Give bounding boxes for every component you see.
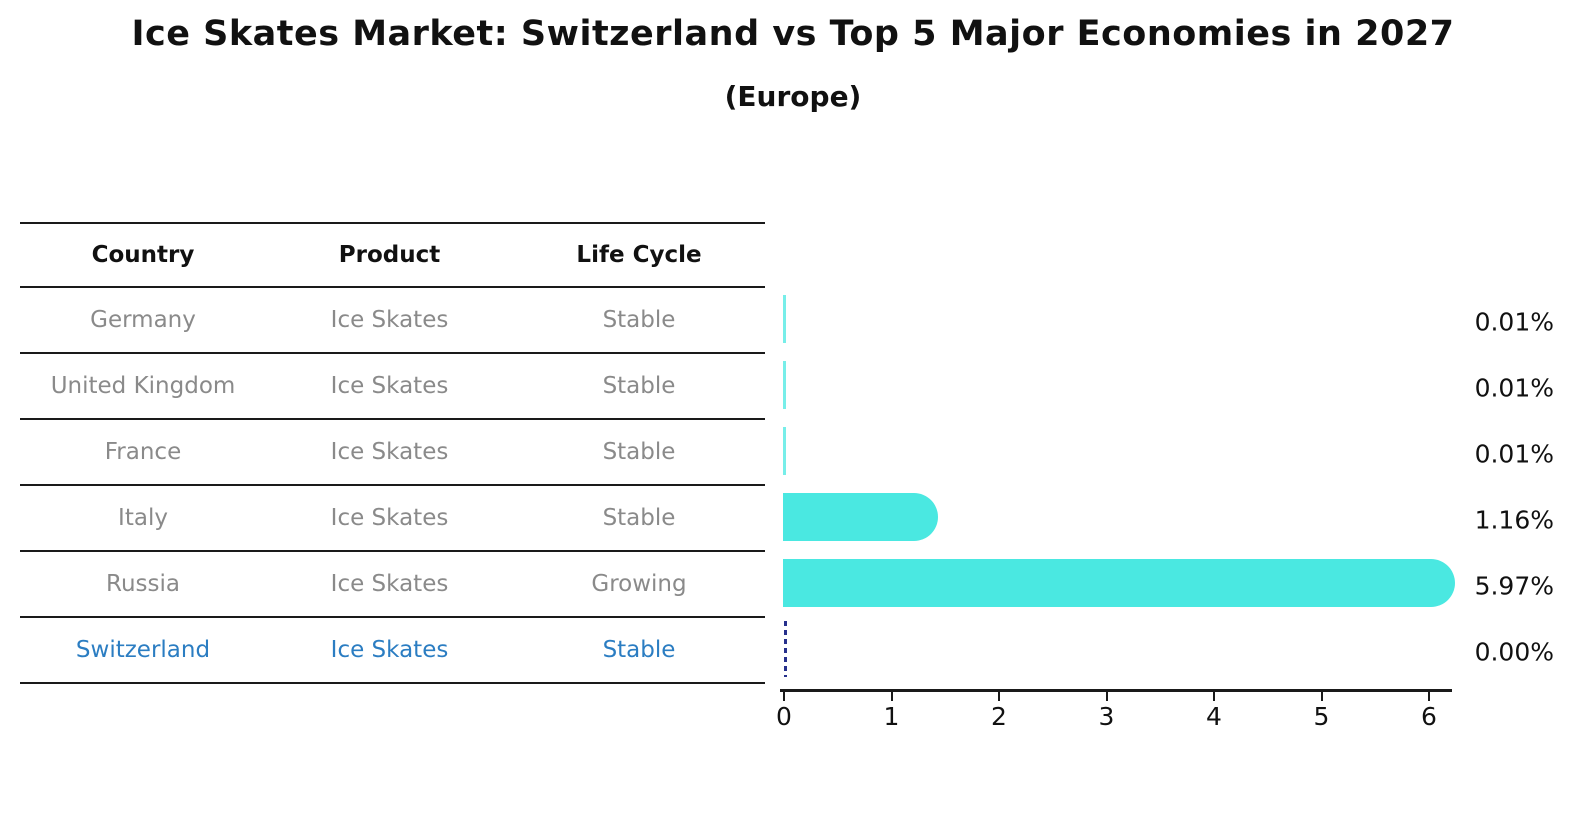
table-row-russia: Russia Ice Skates Growing: [20, 552, 765, 618]
product-cell: Ice Skates: [330, 439, 449, 465]
lifecycle-cell: Growing: [591, 571, 687, 597]
country-cell: Italy: [118, 505, 168, 531]
country-cell: Germany: [90, 307, 196, 333]
lifecycle-cell: Stable: [602, 439, 676, 465]
column-header-product: Product: [338, 242, 441, 268]
country-cell: United Kingdom: [50, 373, 236, 399]
x-tick-mark: [998, 692, 1000, 701]
chart-title: Ice Skates Market: Switzerland vs Top 5 …: [131, 14, 1455, 54]
zero-value-dashed-marker: [784, 621, 787, 677]
table-row-france: France Ice Skates Stable: [20, 420, 765, 486]
country-cell: Switzerland: [75, 637, 211, 663]
bar-russia: [783, 559, 1455, 607]
lifecycle-cell: Stable: [602, 307, 676, 333]
product-cell: Ice Skates: [330, 637, 449, 663]
x-tick-mark: [1428, 692, 1430, 701]
x-tick-mark: [1320, 692, 1323, 701]
value-label-italy: 1.16%: [1474, 505, 1554, 535]
product-cell: Ice Skates: [330, 571, 449, 597]
value-label-france: 0.01%: [1474, 439, 1554, 469]
column-header-lifecycle: Life Cycle: [576, 242, 702, 268]
x-tick-label: 2: [991, 702, 1007, 731]
product-cell: Ice Skates: [330, 505, 449, 531]
value-label-russia: 5.97%: [1474, 571, 1554, 601]
table-row-switzerland: Switzerland Ice Skates Stable: [20, 618, 765, 684]
lifecycle-cell: Stable: [602, 373, 676, 399]
bar-united-kingdom: [783, 361, 786, 409]
product-cell: Ice Skates: [330, 307, 449, 333]
table-row-italy: Italy Ice Skates Stable: [20, 486, 765, 552]
x-tick-mark: [890, 692, 893, 701]
table-row-germany: Germany Ice Skates Stable: [20, 288, 765, 354]
product-cell: Ice Skates: [330, 373, 449, 399]
chart-subtitle: (Europe): [724, 80, 862, 113]
lifecycle-cell: Stable: [602, 637, 676, 663]
x-tick-mark: [1105, 692, 1108, 701]
table-row-united-kingdom: United Kingdom Ice Skates Stable: [20, 354, 765, 420]
value-label-switzerland: 0.00%: [1474, 637, 1554, 667]
x-tick-label: 4: [1206, 702, 1222, 731]
x-tick-label: 0: [776, 702, 792, 731]
country-table: Country Product Life Cycle Germany Ice Sk…: [20, 222, 765, 684]
bar-france: [783, 427, 786, 475]
bar-italy: [783, 493, 938, 541]
x-tick-label: 3: [1098, 702, 1115, 731]
x-axis-line: [780, 689, 1452, 692]
x-tick-mark: [1213, 692, 1215, 701]
country-cell: Russia: [106, 571, 180, 597]
x-tick-label: 6: [1421, 702, 1437, 731]
value-label-united-kingdom: 0.01%: [1474, 373, 1554, 403]
table-header-row: Country Product Life Cycle: [20, 224, 765, 288]
x-tick-mark: [783, 692, 785, 701]
x-tick-label: 5: [1313, 702, 1330, 731]
column-header-country: Country: [91, 242, 195, 268]
country-cell: France: [104, 439, 182, 465]
bar-germany: [783, 295, 786, 343]
x-tick-label: 1: [883, 702, 900, 731]
value-label-germany: 0.01%: [1474, 307, 1554, 337]
lifecycle-cell: Stable: [602, 505, 676, 531]
